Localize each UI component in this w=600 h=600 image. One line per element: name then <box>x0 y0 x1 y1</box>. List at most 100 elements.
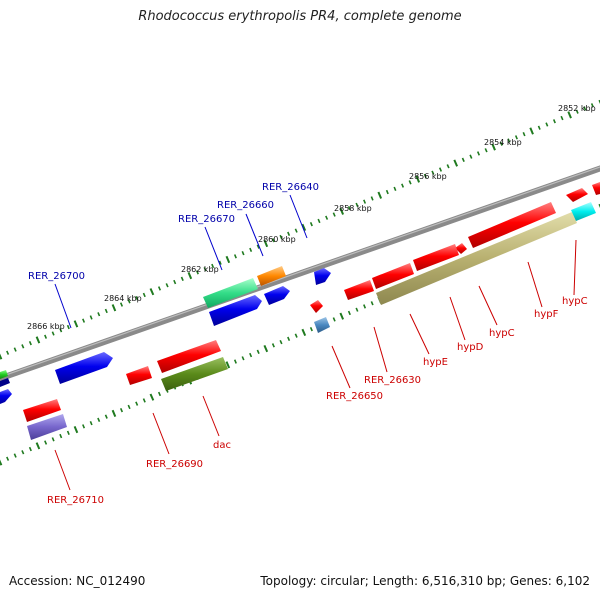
upper-scale-tick <box>59 328 63 333</box>
feature-khaki-hyp-cluster[interactable] <box>376 212 577 305</box>
upper-scale-tick <box>35 336 41 344</box>
gene-rer-26630[interactable] <box>372 263 414 289</box>
label-rer-26670[interactable]: RER_26670 <box>178 214 235 225</box>
lower-scale-tick <box>104 414 108 419</box>
upper-scale-tick <box>225 255 231 264</box>
upper-scale-tick <box>89 315 93 320</box>
feature-purple[interactable] <box>27 414 67 440</box>
label-hypE[interactable]: hypE <box>423 357 448 368</box>
gene-rer-26670[interactable] <box>209 295 262 326</box>
upper-scale-tick <box>249 247 253 253</box>
upper-scale-ticks <box>0 99 600 360</box>
gene-hypD[interactable] <box>455 243 467 254</box>
feature-blue-edge[interactable] <box>0 389 12 404</box>
upper-scale-tick <box>263 239 269 248</box>
upper-scale-tick <box>438 167 443 172</box>
gene-hypC-2[interactable] <box>468 202 556 248</box>
upper-scale-tick <box>332 212 336 217</box>
gene-hypF[interactable] <box>566 188 588 202</box>
lower-scale-tick <box>51 437 55 442</box>
gene-hypE[interactable] <box>413 244 459 271</box>
label-rer-26660[interactable]: RER_26660 <box>217 200 274 211</box>
upper-scale-tick <box>567 111 572 119</box>
gene-hypC-1[interactable] <box>592 182 600 195</box>
gene-dac[interactable] <box>157 340 221 373</box>
label-rer-26640[interactable]: RER_26640 <box>262 182 319 193</box>
genome-backbone-highlight <box>0 166 600 378</box>
label-rer-26710[interactable]: RER_26710 <box>47 495 104 506</box>
leader-rer-26670 <box>204 226 223 271</box>
upper-scale-tick <box>461 157 465 163</box>
reverse-strand-features <box>23 182 600 440</box>
upper-scale-tick <box>453 159 459 167</box>
genome-backbone <box>0 165 600 382</box>
lower-scale-tick <box>6 456 10 461</box>
feature-steel[interactable] <box>314 317 330 333</box>
feature-navy-edge[interactable] <box>0 378 10 387</box>
scale-label-2864: 2864 kbp <box>104 294 142 303</box>
upper-scale-tick <box>51 331 55 336</box>
label-hypC-1[interactable]: hypC <box>562 296 588 307</box>
lower-scale-tick <box>241 356 245 361</box>
leader-hypC-2 <box>478 285 498 326</box>
upper-scale-tick <box>484 148 488 153</box>
lower-scale-tick <box>82 424 86 429</box>
leader-rer-26710 <box>54 449 71 491</box>
label-rer-26650[interactable]: RER_26650 <box>326 391 383 402</box>
feature-green-edge[interactable] <box>0 370 8 379</box>
lower-scale-tick <box>256 349 260 355</box>
upper-scale-tick <box>0 353 3 360</box>
leader-dac <box>202 395 220 437</box>
scale-label-2856: 2856 kbp <box>409 172 447 181</box>
upper-scale-tick <box>408 180 412 185</box>
lower-scale-tick <box>66 430 70 436</box>
upper-scale-tick <box>104 308 108 314</box>
leader-hypE <box>409 313 430 355</box>
upper-scale-tick <box>279 234 283 240</box>
upper-scale-tick <box>377 191 383 199</box>
feature-cyan[interactable] <box>571 202 596 221</box>
leader-rer-26690 <box>152 412 170 455</box>
feature-olive[interactable] <box>161 357 228 391</box>
scale-label-2866: 2866 kbp <box>27 322 65 331</box>
lower-scale-tick <box>355 307 359 312</box>
lower-scale-tick <box>370 301 374 306</box>
scale-label-2852: 2852 kbp <box>558 104 596 113</box>
upper-scale-tick <box>598 99 600 104</box>
gene-rer-26640[interactable] <box>314 268 331 285</box>
scale-label-2860: 2860 kbp <box>258 235 296 244</box>
upper-scale-tick <box>339 207 345 215</box>
upper-scale-tick <box>6 350 10 355</box>
upper-scale-tick <box>97 312 101 317</box>
lower-scale-tick <box>233 359 237 364</box>
leader-rer-26660 <box>245 213 264 257</box>
lower-scale-tick <box>339 312 345 320</box>
feature-mint[interactable] <box>203 278 258 308</box>
lower-scale-tick <box>13 453 17 458</box>
upper-scale-tick <box>355 202 359 208</box>
feature-orange[interactable] <box>257 266 286 286</box>
label-hypF[interactable]: hypF <box>534 309 559 320</box>
upper-scale-tick <box>287 231 291 237</box>
gene-rer-26660[interactable] <box>264 286 290 305</box>
gene-rer-26710[interactable] <box>23 399 61 422</box>
upper-scale-tick <box>560 115 564 121</box>
gene-rer-26700[interactable] <box>55 352 113 384</box>
label-rer-26630[interactable]: RER_26630 <box>364 375 421 386</box>
label-dac[interactable]: dac <box>213 440 231 451</box>
label-hypC-2[interactable]: hypC <box>489 328 515 339</box>
lower-scale-tick <box>287 336 291 342</box>
upper-scale-tick <box>514 135 518 140</box>
label-rer-26690[interactable]: RER_26690 <box>146 459 203 470</box>
upper-scale-tick <box>111 304 117 312</box>
gene-rer-26630b[interactable] <box>344 280 374 300</box>
gene-rer-26690[interactable] <box>126 366 152 385</box>
upper-scale-tick <box>393 186 397 192</box>
upper-scale-tick <box>499 141 503 146</box>
upper-scale-tick <box>476 151 481 156</box>
gene-rer-26650[interactable] <box>310 300 323 313</box>
label-hypD[interactable]: hypD <box>457 342 484 353</box>
upper-scale-tick <box>256 244 260 249</box>
upper-scale-tick <box>82 318 86 323</box>
label-rer-26700[interactable]: RER_26700 <box>28 271 85 282</box>
